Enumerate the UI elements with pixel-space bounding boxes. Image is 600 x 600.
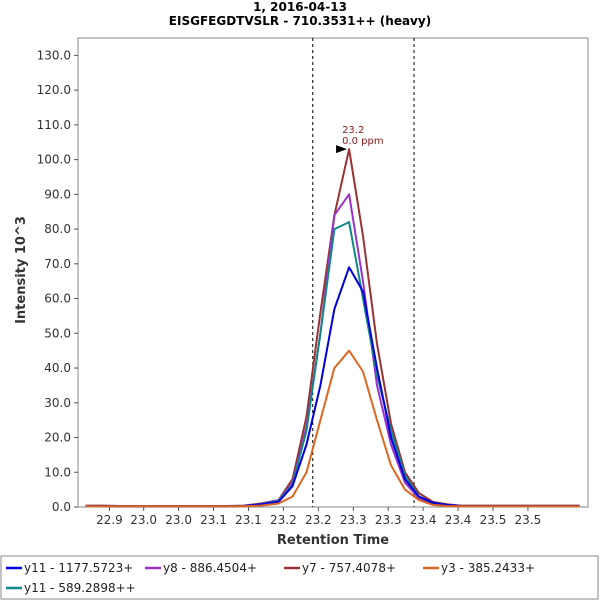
x-tick-label: 23.2 <box>270 513 297 527</box>
y-tick-label: 110.0 <box>37 118 71 132</box>
x-tick-label: 23.4 <box>445 513 472 527</box>
y-tick-label: 10.0 <box>44 465 71 479</box>
y-tick-label: 20.0 <box>44 431 71 445</box>
y-axis-title: Intensity 10^3 <box>14 216 29 324</box>
legend-label: y3 - 385.2433+ <box>441 561 535 575</box>
x-tick-label: 23.0 <box>165 513 192 527</box>
x-tick-label: 22.9 <box>96 513 123 527</box>
legend-frame <box>0 555 599 600</box>
series-line <box>85 349 580 508</box>
x-tick-label: 23.0 <box>130 513 157 527</box>
y-tick-label: 100.0 <box>37 153 71 167</box>
x-tick-label: 23.1 <box>200 513 227 527</box>
legend-label: y11 - 589.2898++ <box>24 581 136 595</box>
y-tick-label: 120.0 <box>37 83 71 97</box>
x-tick-label: 23.3 <box>375 513 402 527</box>
legend-label: y8 - 886.4504+ <box>163 561 257 575</box>
plot-area: 0.0 10.0 20.0 30.0 40.0 50.0 60.0 70.0 80.0 90.0 1… <box>37 37 589 527</box>
y-tick-label: 130.0 <box>37 48 71 62</box>
x-tick-label: 23.1 <box>235 513 262 527</box>
x-axis-title: Retention Time <box>277 533 389 548</box>
x-tick-label: 23.3 <box>340 513 367 527</box>
legend: y11 - 1177.5723+ y8 - 886.4504+ y7 - 757.4… <box>0 555 599 600</box>
peak-marker-arrow <box>336 145 348 154</box>
chart-subtitle: EISGFEGDTVSLR - 710.3531++ (heavy) <box>169 14 431 28</box>
peak-annotation-ppm: 0.0 ppm <box>342 136 384 147</box>
x-tick-label: 23.5 <box>515 513 542 527</box>
y-tick-label: 90.0 <box>44 187 71 201</box>
y-tick-label: 60.0 <box>44 292 71 306</box>
y-tick-label: 0.0 <box>52 500 71 514</box>
y-tick-label: 50.0 <box>44 326 71 340</box>
peak-annotation-rt: 23.2 <box>342 125 364 136</box>
y-tick-label: 70.0 <box>44 257 71 271</box>
y-tick-label: 80.0 <box>44 222 71 236</box>
chart-title: 1, 2016-04-13 <box>253 0 347 14</box>
x-tick-label: 23.2 <box>305 513 332 527</box>
x-tick-label: 23.5 <box>480 513 507 527</box>
x-tick-label: 23.4 <box>410 513 437 527</box>
y-tick-label: 30.0 <box>44 396 71 410</box>
y-tick-label: 40.0 <box>44 361 71 375</box>
plot-frame <box>77 37 589 508</box>
legend-label: y7 - 757.4078+ <box>302 561 396 575</box>
legend-label: y11 - 1177.5723+ <box>24 561 133 575</box>
